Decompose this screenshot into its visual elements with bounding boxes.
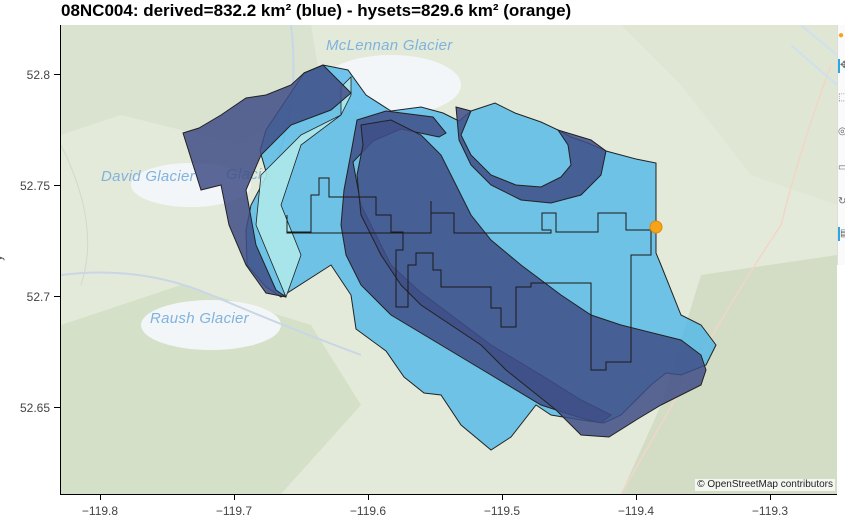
y-tick-label: 52.75 — [19, 179, 50, 193]
map-label: Raush Glacier — [150, 310, 249, 327]
map-label: McLennan Glacier — [326, 37, 453, 54]
hysets-outline — [286, 177, 652, 371]
x-tick-mark — [234, 494, 235, 500]
y-tick-mark — [54, 185, 60, 186]
map-canvas[interactable]: McLennan Glacier David Glacier Raush Gla… — [61, 25, 837, 494]
plot-toolbar: ● ✥ ⬚ ◎ ▭ ↻ ▤ — [837, 25, 845, 265]
y-axis-label: y — [0, 255, 5, 261]
y-tick-mark — [54, 74, 60, 75]
x-tick-mark — [368, 494, 369, 500]
x-tick-label: −119.7 — [215, 504, 253, 518]
x-tick-label: −119.8 — [81, 504, 119, 518]
box-zoom-tool-icon[interactable]: ⬚ — [838, 92, 845, 103]
map-label: David Glacier — [101, 168, 195, 185]
save-tool-icon[interactable]: ▭ — [838, 162, 845, 173]
x-tick-mark — [100, 494, 101, 500]
logo-icon[interactable]: ● — [838, 30, 845, 41]
chart-title: 08NC004: derived=832.2 km² (blue) - hyse… — [61, 1, 572, 20]
reset-tool-icon[interactable]: ↻ — [838, 196, 845, 207]
hysets-basin-polygon — [455, 106, 607, 204]
y-tick-label: 52.7 — [26, 290, 50, 304]
y-axis-line — [60, 25, 61, 495]
hysets-basin-polygon — [182, 64, 352, 298]
x-tick-label: −119.4 — [617, 504, 655, 518]
basemap-terrain — [61, 25, 837, 494]
y-tick-mark — [54, 296, 60, 297]
wheel-zoom-tool-icon[interactable]: ◎ — [838, 126, 845, 137]
x-tick-label: −119.6 — [349, 504, 387, 518]
y-tick-label: 52.65 — [19, 401, 50, 415]
map-attribution[interactable]: © OpenStreetMap contributors — [695, 479, 835, 491]
gauge-marker — [649, 220, 663, 234]
x-tick-mark — [636, 494, 637, 500]
hover-tool-icon[interactable]: ▤ — [838, 227, 845, 241]
x-tick-label: −119.5 — [483, 504, 521, 518]
pan-tool-icon[interactable]: ✥ — [838, 59, 845, 73]
x-tick-mark — [502, 494, 503, 500]
basin-overlay — [182, 64, 717, 451]
x-axis-line — [60, 494, 837, 495]
y-tick-mark — [54, 407, 60, 408]
y-tick-label: 52.8 — [26, 68, 50, 82]
channel-corridor — [255, 76, 352, 299]
x-tick-mark — [770, 494, 771, 500]
x-tick-label: −119.3 — [751, 504, 789, 518]
